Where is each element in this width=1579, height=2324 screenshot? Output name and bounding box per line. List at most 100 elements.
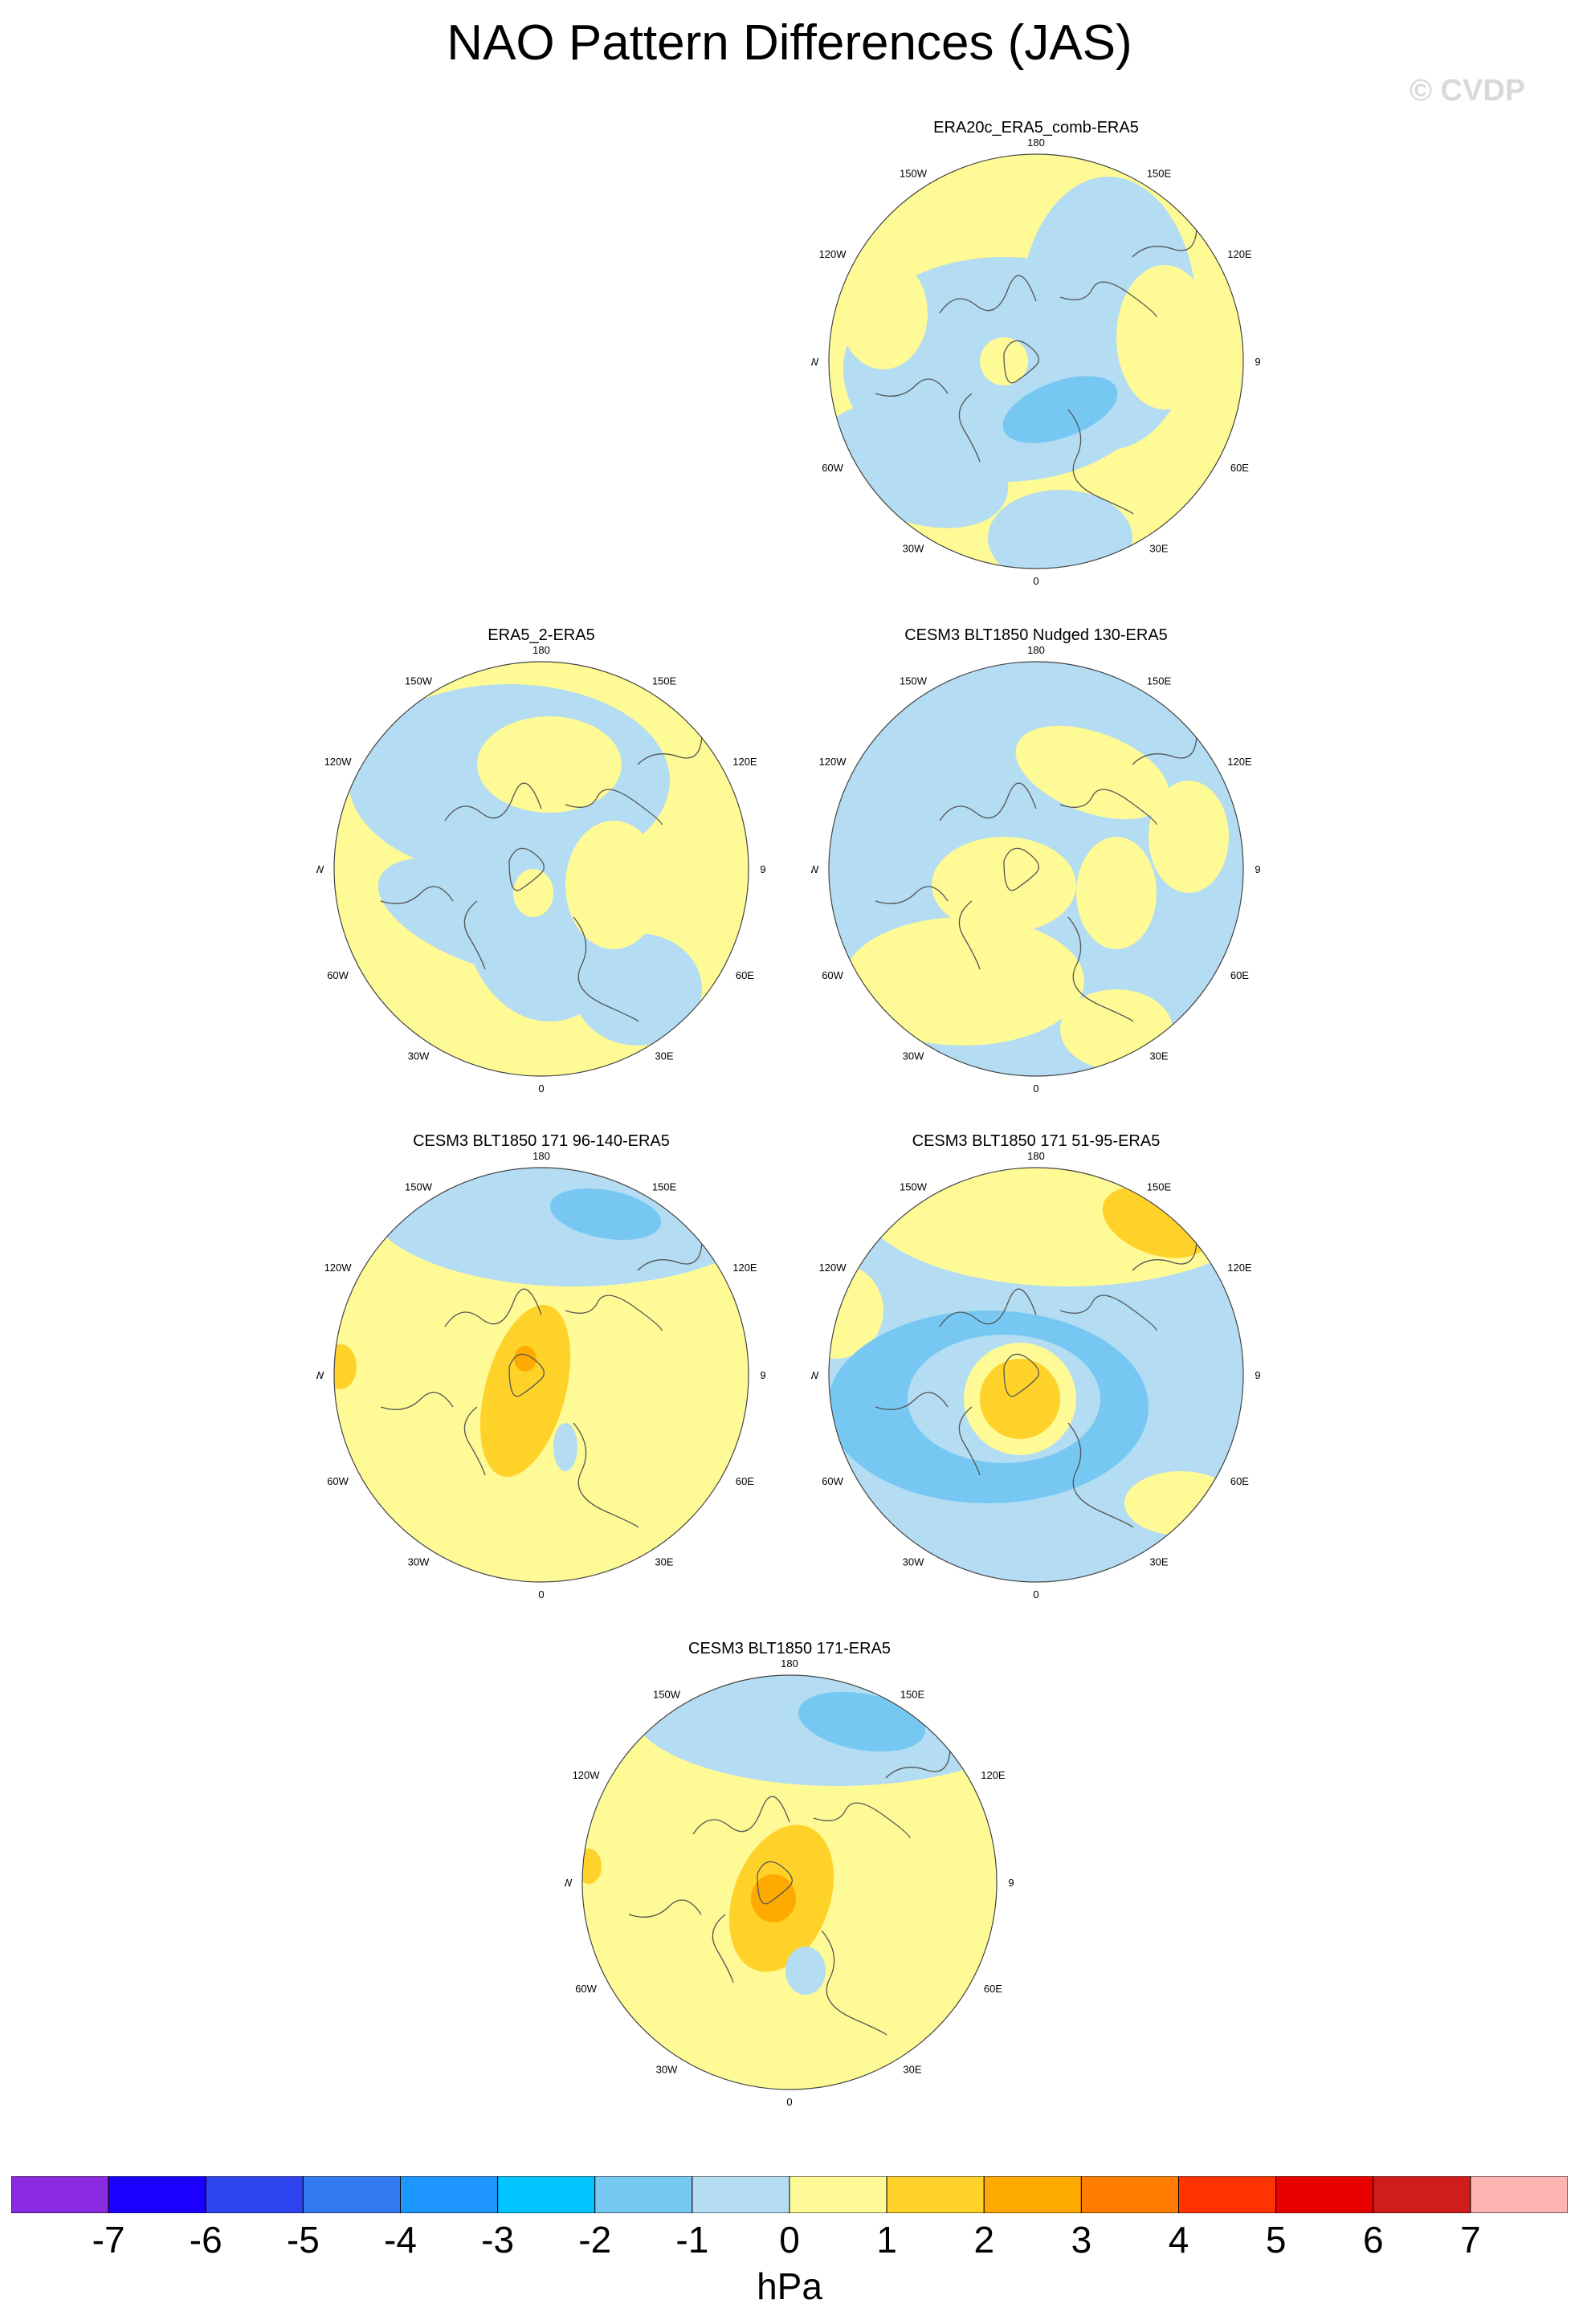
map-panel: ERA20c_ERA5_comb-ERA5180090W90E150W150E1… [811,119,1261,601]
longitude-label: 150E [652,675,677,687]
colorbar-tick-label: 1 [876,2219,897,2261]
longitude-label: 120E [732,756,757,768]
contour-region [549,1189,662,1240]
coastline [573,916,639,1022]
figure-title: NAO Pattern Differences (JAS) [447,15,1132,71]
coastline [463,1406,486,1476]
longitude-label: 0 [538,1082,544,1095]
longitude-label: 60E [1230,969,1249,981]
longitude-label: 0 [538,1588,544,1600]
longitude-label: 60W [822,969,843,981]
map-boundary [828,661,1244,1077]
longitude-label: 150E [1147,1181,1172,1193]
colorbar-swatch [789,2176,887,2213]
contour-region [843,917,1084,1046]
longitude-label: 90E [760,1369,766,1381]
longitude-label: 180 [1027,644,1045,656]
longitude-label: 120E [1227,1262,1252,1274]
longitude-label: 120E [1227,248,1252,260]
contour-region [514,1346,537,1372]
longitude-label: 0 [1033,1082,1038,1095]
map-boundary [828,1167,1244,1583]
longitude-label: 30W [408,1555,430,1568]
longitude-label: 180 [1027,137,1045,149]
coastline [628,1899,702,1918]
longitude-label: 30W [656,2063,678,2075]
map-panel: CESM3 BLT1850 Nudged 130-ERA5180090W90E1… [811,626,1261,1108]
colorbar-tick-label: 3 [1071,2219,1092,2261]
colorbar-unit: hPa [757,2265,822,2307]
longitude-label: 60E [736,1475,754,1487]
contour-region [377,858,593,976]
map-boundary [581,1674,998,2090]
contour-region [477,716,622,813]
coastline [692,1796,790,1835]
longitude-label: 30E [1149,1555,1168,1568]
longitude-label: 0 [1033,1588,1038,1600]
colorbar-swatch [302,2176,401,2213]
coastline [463,900,486,970]
contour-region [513,869,553,917]
polar-map: 180 0 90W 90E 150W 150E 120W 120E 60W 60E 30W 30E [316,1150,766,1600]
contour-region [1015,725,1169,820]
longitude-label: 120E [981,1769,1006,1781]
longitude-label: 120W [573,1769,601,1781]
contour-region [582,1849,602,1884]
coastline [573,1422,639,1528]
longitude-label: 60E [1230,1475,1249,1487]
colorbar [11,2176,1568,2213]
polar-map: 180 0 90W 90E 150W 150E 120W 120E 60W 60E 30W 30E [811,1150,1261,1600]
colorbar-tick-label: 5 [1265,2219,1287,2261]
coastline [565,789,663,826]
longitude-label: 180 [781,1657,798,1670]
contour-region [334,1344,357,1389]
coastline [885,1745,951,1779]
coastline [565,1295,663,1331]
polar-map: 180 0 90W 90E 150W 150E 120W 120E 60W 60E 30W 30E [811,644,1261,1095]
coastline [1067,916,1134,1022]
colorbar-tick-label: -7 [92,2219,125,2261]
coastline [1059,281,1157,318]
polar-map: 180 0 90W 90E 150W 150E 120W 120E 60W 60E 30W 30E [811,137,1261,587]
colorbar-swatch [205,2176,304,2213]
coastline [875,886,949,904]
longitude-label: 150W [900,1181,928,1193]
coastline [1003,340,1039,384]
coastline [939,782,1037,822]
longitude-label: 90W [811,1369,819,1381]
coastline [1003,847,1039,891]
colorbar-tick-label: 6 [1362,2219,1384,2261]
map-boundary [333,1167,749,1583]
longitude-label: 60W [575,1983,597,1995]
longitude-label: 90E [1255,863,1261,875]
colorbar-tick-label: -5 [286,2219,320,2261]
coastline [821,1930,887,2036]
longitude-label: 30W [903,542,924,554]
longitude-label: 90W [811,356,819,368]
polar-map: 180 0 90W 90E 150W 150E 120W 120E 60W 60E 30W 30E [565,1657,1014,2108]
map-boundary [333,661,749,1077]
coastline [1132,224,1198,258]
longitude-label: 150W [405,1181,433,1193]
coastline [1003,1353,1039,1397]
longitude-label: 30E [1149,542,1168,554]
contour-region [1116,265,1213,410]
coastline [380,1392,454,1410]
colorbar-tick-label: -3 [481,2219,515,2261]
colorbar-tick-label: -2 [578,2219,612,2261]
colorbar-tick-label: 0 [779,2219,800,2261]
coastline [712,1914,734,1984]
longitude-label: 150W [653,1689,681,1701]
contour-region [553,1423,577,1471]
contour-region [1124,1471,1237,1535]
coastline [1067,409,1134,515]
longitude-label: 150W [900,168,928,180]
longitude-label: 90W [316,1369,324,1381]
longitude-label: 30E [1149,1050,1168,1062]
coastline [939,1288,1037,1327]
longitude-label: 120W [324,756,353,768]
longitude-label: 0 [1033,575,1038,587]
coastline [444,1288,542,1327]
